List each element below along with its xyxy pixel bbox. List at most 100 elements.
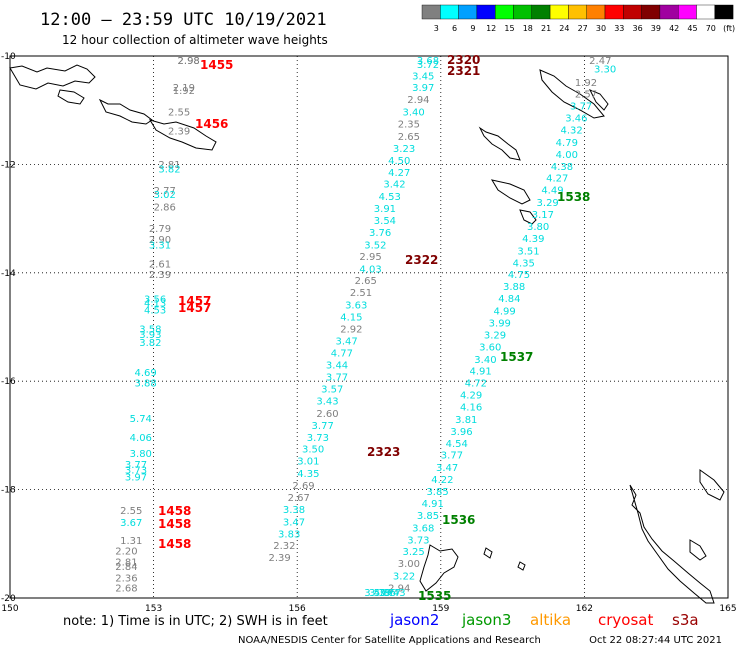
satellite-legend-jason3: jason3 xyxy=(461,611,511,629)
y-tick-label: -20 xyxy=(1,594,16,604)
satellite-legend-altika: altika xyxy=(530,611,571,629)
wave-height-label: 1.92 xyxy=(173,86,195,97)
coast-louisiade xyxy=(148,119,217,151)
wave-height-label: 1.92 xyxy=(575,78,597,89)
wave-height-label: 4.53 xyxy=(144,305,166,316)
wave-height-label: 3.85 xyxy=(417,511,439,522)
wave-height-label: 2.19 xyxy=(173,83,195,94)
y-tick-label: -14 xyxy=(1,269,16,279)
y-tick-label: -12 xyxy=(1,160,16,170)
wave-height-label: 5.74 xyxy=(130,414,152,425)
wave-height-label: 3.91 xyxy=(374,204,396,215)
wave-height-label: 4.16 xyxy=(460,402,482,413)
wave-height-label: 4.35 xyxy=(513,258,535,269)
pass-time-label: 1536 xyxy=(442,513,475,527)
pass-time-label: 1457 xyxy=(178,301,211,315)
coast-new-caledonia xyxy=(629,484,715,604)
wave-height-label: 4.54 xyxy=(446,439,468,450)
pass-time-labels: 1455145614571457145814581458232023212322… xyxy=(158,53,590,603)
wave-height-label: 3.29 xyxy=(537,198,559,209)
wave-height-label: 2.81 xyxy=(158,160,180,171)
wave-height-label: 2.69 xyxy=(292,481,314,492)
x-tick-label: 156 xyxy=(289,604,306,614)
wave-height-label: 3.02 xyxy=(154,190,176,201)
pass-time-label: 1456 xyxy=(195,117,228,131)
wave-height-label: 3.43 xyxy=(383,588,405,599)
colorbar-swatch xyxy=(531,4,551,20)
wave-height-label: 4.27 xyxy=(546,174,568,185)
coast-islet-2 xyxy=(517,561,526,571)
wave-height-label: 2.39 xyxy=(268,553,290,564)
wave-height-label: 3.81 xyxy=(455,415,477,426)
map-title: 12:00 – 23:59 UTC 10/19/2021 xyxy=(40,10,327,30)
pass-time-label: 2322 xyxy=(405,253,438,267)
colorbar-swatch xyxy=(549,4,569,20)
wave-height-label: 3.77 xyxy=(326,373,348,384)
coastlines xyxy=(9,64,725,604)
wave-height-label: 4.77 xyxy=(331,348,353,359)
wave-height-label: 3.77 xyxy=(312,421,334,432)
colorbar-label: 18 xyxy=(523,24,533,33)
wave-height-label: 2.98 xyxy=(178,56,200,67)
x-tick-label: 150 xyxy=(1,604,18,614)
y-tick-label: -18 xyxy=(1,486,16,496)
coast-chesterfield xyxy=(419,544,459,592)
pass-time-label: 2323 xyxy=(367,445,400,459)
wave-height-label: 2.35 xyxy=(398,120,420,131)
wave-height-label: 3.72 xyxy=(417,60,439,71)
colorbar-swatch xyxy=(714,4,734,20)
wave-height-label: 3.77 xyxy=(379,588,401,599)
wave-height-label: 4.91 xyxy=(422,499,444,510)
coast-makira xyxy=(588,89,609,111)
wave-height-label: 3.57 xyxy=(321,385,343,396)
coast-rennell xyxy=(478,126,521,161)
wave-height-label: 3.77 xyxy=(441,451,463,462)
wave-height-label: 2.60 xyxy=(316,409,338,420)
wave-height-label: 3.58 xyxy=(139,324,161,335)
wave-height-label: 3.73 xyxy=(407,535,429,546)
colorbar-swatch xyxy=(421,4,441,20)
pass-time-label: 2320 xyxy=(447,53,480,67)
wave-height-label: 2.55 xyxy=(120,506,142,517)
colorbar-label: 6 xyxy=(452,24,457,33)
pass-time-label: 1457 xyxy=(178,294,211,308)
pass-time-label: 1537 xyxy=(500,350,533,364)
coast-reef-2 xyxy=(519,209,537,225)
pass-time-label: 1538 xyxy=(557,190,590,204)
wave-height-label: 4.69 xyxy=(134,368,156,379)
wave-height-label: 4.84 xyxy=(498,294,520,305)
y-tick-label: -16 xyxy=(1,377,16,387)
wave-height-label: 2.94 xyxy=(407,95,429,106)
wave-height-label: 4.75 xyxy=(508,270,530,281)
colorbar-label: 30 xyxy=(596,24,606,33)
wave-height-label: 3.73 xyxy=(307,433,329,444)
wave-height-label: 3.77 xyxy=(125,460,147,471)
wave-height-label: 4.39 xyxy=(522,234,544,245)
wave-height-label: 2.39 xyxy=(149,270,171,281)
wave-height-label: 4.00 xyxy=(556,150,578,161)
wave-height-label: 4.29 xyxy=(460,391,482,402)
wave-height-label: 2.61 xyxy=(149,259,171,270)
wave-height-label: 3.85 xyxy=(426,487,448,498)
wave-height-label: 3.31 xyxy=(149,240,171,251)
wave-height-label: 2.67 xyxy=(288,493,310,504)
colorbar-label: 27 xyxy=(578,24,588,33)
wave-height-label: 4.99 xyxy=(493,307,515,318)
map-subtitle: 12 hour collection of altimeter wave hei… xyxy=(62,33,328,47)
map-frame xyxy=(9,55,729,599)
wave-height-label: 3.59 xyxy=(364,588,386,599)
colorbar-swatch xyxy=(641,4,661,20)
pass-time-label: 1535 xyxy=(418,589,451,603)
colorbar-label: 36 xyxy=(633,24,643,33)
wave-height-label: 2.79 xyxy=(149,224,171,235)
wave-height-label: 3.56 xyxy=(144,295,166,306)
wave-height-tracks: 2.982.982.191.922.552.392.813.822.773.02… xyxy=(115,56,616,599)
colorbar-swatch xyxy=(495,4,514,20)
colorbar-label: 39 xyxy=(651,24,661,33)
wave-height-label: 2.98 xyxy=(178,56,200,67)
wave-height-label: 3.97 xyxy=(125,472,147,483)
colorbar-label: 9 xyxy=(470,24,475,33)
coast-png-3 xyxy=(98,98,153,125)
wave-height-label: 3.52 xyxy=(364,240,386,251)
wave-height-label: 4.06 xyxy=(130,433,152,444)
